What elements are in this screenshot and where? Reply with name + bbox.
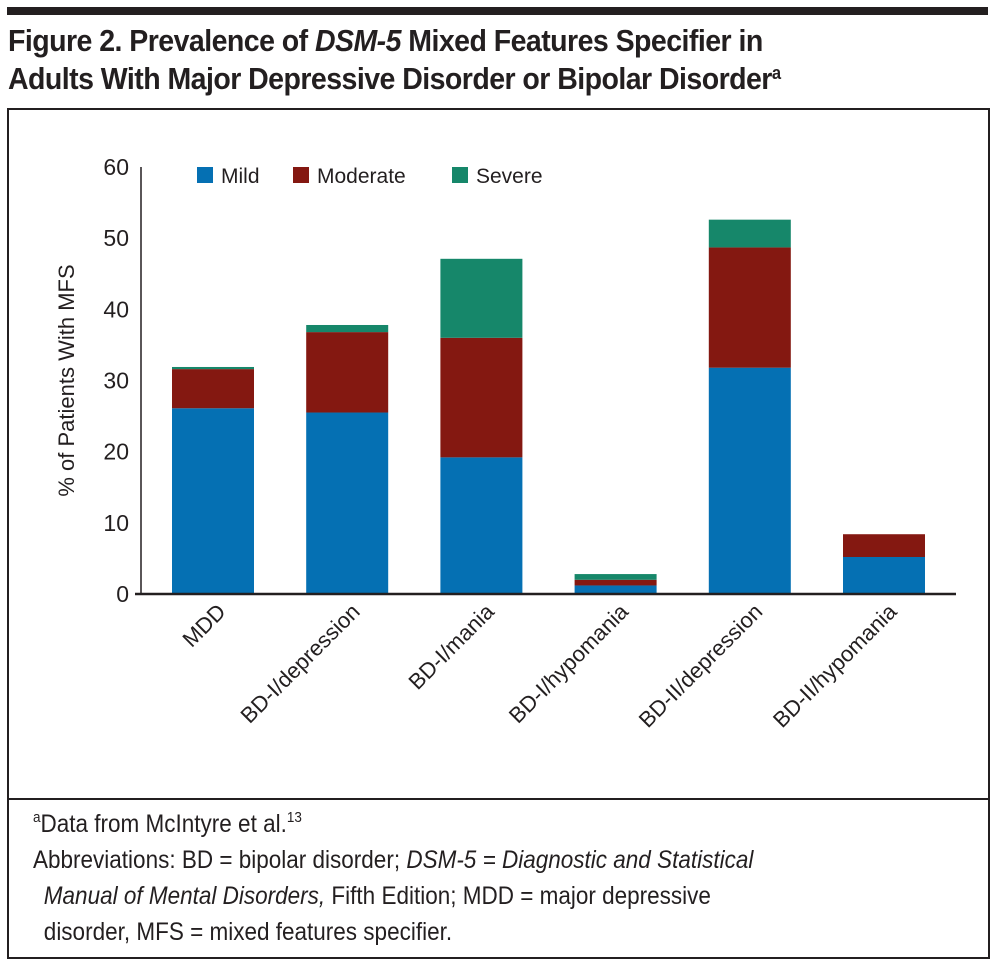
bar-moderate-bd-ii-hypomania [843, 534, 925, 557]
figure-label: Figure 2. [8, 23, 122, 58]
bar-mild-bd-ii-hypomania [843, 556, 925, 594]
bar-mild-bd-i-mania [440, 457, 523, 594]
bar-mild-bd-i-hypomania [574, 585, 657, 594]
footnotes: aData from McIntyre et al.13 Abbreviatio… [33, 806, 753, 950]
bar-severe-bd-i-hypomania [574, 574, 657, 580]
y-ticks-group: 0 10 20 30 40 50 60 [103, 154, 129, 607]
bar-moderate-bd-i-depression [306, 332, 389, 413]
y-tick-label: 40 [103, 296, 129, 322]
legend-swatch [293, 167, 309, 183]
x-tick-label: MDD [177, 599, 230, 652]
abbrev-manual: Manual of Mental Disorders, [43, 882, 326, 910]
bar-moderate-bd-ii-depression [708, 247, 791, 368]
bar-severe-bd-i-mania [440, 258, 523, 338]
y-tick-label: 50 [103, 225, 129, 251]
x-tick-label: BD-II/depression [634, 599, 768, 733]
bar-moderate-bd-i-hypomania [574, 579, 657, 586]
top-rule [7, 7, 988, 15]
title-line-1: Figure 2. Prevalence of DSM-5 Mixed Feat… [8, 22, 914, 60]
bar-moderate-bd-i-mania [440, 337, 523, 458]
legend-swatch [452, 167, 468, 183]
y-axis-label: % of Patients With MFS [54, 264, 79, 496]
legend-label: Moderate [317, 165, 406, 188]
abbrev-rest: Fifth Edition; MDD = major depressive [325, 882, 711, 910]
figure-frame [7, 108, 990, 959]
legend-item-severe: Severe [452, 165, 543, 188]
figure-title: Figure 2. Prevalence of DSM-5 Mixed Feat… [8, 22, 914, 98]
x-tick-label: BD-II/hypomania [768, 598, 902, 732]
title-superscript: a [771, 63, 781, 83]
bar-chart: 0 10 20 30 40 50 60 MDD BD-I/depression BD-I/man… [54, 154, 956, 732]
x-tick-label: BD-I/mania [403, 598, 499, 694]
x-tick-label: BD-I/depression [236, 599, 365, 728]
bar-severe-bd-i-depression [306, 324, 389, 333]
legend-item-mild: Mild [197, 165, 260, 188]
footnote-divider [7, 798, 988, 800]
x-tick-label: BD-I/hypomania [504, 598, 634, 728]
title-line-2: Adults With Major Depressive Disorder or… [8, 60, 914, 98]
bar-moderate-mdd [172, 369, 254, 409]
y-tick-label: 60 [103, 154, 129, 180]
legend: Mild Moderate Severe [197, 165, 543, 188]
x-ticks-group: MDD BD-I/depression BD-I/mania BD-I/hypoman… [177, 598, 902, 732]
y-tick-label: 10 [103, 510, 129, 536]
y-tick-label: 30 [103, 368, 129, 394]
abbreviations-line-2: Manual of Mental Disorders, Fifth Editio… [33, 878, 753, 914]
bar-mild-mdd [172, 408, 254, 594]
abbrev-text: Abbreviations: BD = bipolar disorder; [33, 846, 407, 874]
title-text-line2: Adults With Major Depressive Disorder or… [8, 61, 772, 96]
title-text-post: Mixed Features Specifier in [400, 23, 763, 58]
y-tick-label: 20 [103, 439, 129, 465]
source-reference: 13 [286, 809, 302, 826]
title-text-italic: DSM-5 [314, 23, 402, 58]
title-text-pre: Prevalence of [129, 23, 315, 58]
abbreviations-line-1: Abbreviations: BD = bipolar disorder; DS… [33, 842, 753, 878]
y-tick-label: 0 [116, 581, 129, 607]
legend-item-moderate: Moderate [293, 165, 406, 188]
legend-label: Severe [476, 165, 543, 188]
abbrev-line3: disorder, MFS = mixed features specifier… [43, 918, 453, 946]
bar-severe-mdd [172, 366, 254, 370]
abbreviations-line-3: disorder, MFS = mixed features specifier… [33, 914, 753, 950]
abbrev-dsm: DSM-5 = Diagnostic and Statistical [406, 846, 754, 874]
bar-mild-bd-ii-depression [708, 367, 791, 594]
source-marker: a [33, 809, 41, 826]
bar-severe-bd-ii-depression [708, 219, 791, 248]
legend-label: Mild [221, 165, 260, 188]
bar-mild-bd-i-depression [306, 412, 389, 594]
legend-swatch [197, 167, 213, 183]
bars-group [172, 219, 925, 594]
source-note: aData from McIntyre et al.13 [33, 806, 753, 842]
source-text: Data from McIntyre et al. [40, 810, 287, 838]
